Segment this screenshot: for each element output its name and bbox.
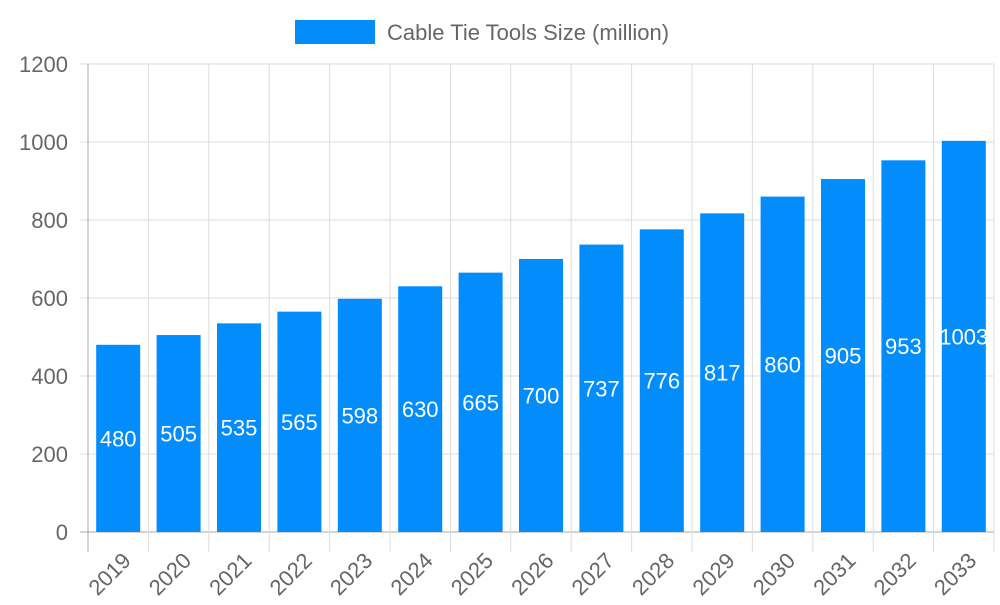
x-tick-label: 2026 [506, 548, 558, 600]
data-label-2028: 776 [643, 369, 680, 394]
bar-2031 [821, 179, 865, 533]
x-axis: 2019 2020 2021 2022 2023 2024 2025 2026 2027 2028… [83, 548, 981, 600]
x-tick-label: 2025 [446, 548, 498, 600]
y-tick-label: 0 [56, 520, 68, 545]
bar-2025 [458, 272, 503, 532]
x-tick-label: 2020 [144, 548, 196, 600]
x-tick-label: 2022 [265, 548, 317, 600]
data-label-2019: 480 [100, 426, 137, 451]
bar-2033 [941, 140, 986, 532]
bar-2032 [881, 160, 926, 532]
x-tick-label: 2028 [627, 548, 679, 600]
y-axis: 0 200 400 600 800 1000 1200 [19, 52, 68, 545]
data-label-2027: 737 [583, 376, 620, 401]
bar-2020 [156, 335, 201, 532]
y-tick-label: 600 [31, 286, 68, 311]
data-labels: 480 505 535 565 598 630 665 700 737 776 817 860 905 9… [100, 324, 988, 451]
data-label-2031: 905 [825, 344, 862, 369]
x-tick-label: 2027 [567, 548, 619, 600]
gridlines [80, 63, 995, 552]
bar-2028 [639, 229, 684, 533]
data-label-2025: 665 [462, 390, 499, 415]
data-label-2032: 953 [885, 334, 922, 359]
x-tick-label: 2021 [204, 548, 256, 600]
x-tick-label: 2033 [929, 548, 981, 600]
x-tick-label: 2031 [808, 548, 860, 600]
bar-2021 [217, 323, 261, 532]
bar-2019 [96, 344, 141, 532]
data-label-2023: 598 [341, 403, 378, 428]
legend-swatch [295, 20, 375, 44]
data-label-2021: 535 [221, 416, 258, 441]
x-tick-label: 2032 [869, 548, 921, 600]
bar-2022 [277, 311, 322, 532]
data-label-2029: 817 [704, 361, 741, 386]
y-tick-label: 1200 [19, 52, 68, 77]
data-label-2024: 630 [402, 397, 439, 422]
bars [96, 140, 986, 533]
bar-2024 [398, 286, 443, 532]
data-label-2026: 700 [523, 384, 560, 409]
x-tick-label: 2024 [385, 548, 437, 600]
y-tick-label: 1000 [19, 130, 68, 155]
bar-2030 [760, 196, 805, 532]
x-tick-label: 2019 [83, 548, 135, 600]
bar-2026 [519, 259, 563, 532]
bar-2023 [337, 298, 382, 532]
y-tick-label: 400 [31, 364, 68, 389]
legend-label: Cable Tie Tools Size (million) [387, 20, 669, 45]
data-label-2020: 505 [160, 422, 197, 447]
x-tick-label: 2029 [687, 548, 739, 600]
data-label-2033: 1003 [939, 324, 988, 349]
x-tick-label: 2023 [325, 548, 377, 600]
bar-2027 [579, 244, 624, 532]
x-tick-label: 2030 [748, 548, 800, 600]
data-label-2030: 860 [764, 352, 801, 377]
y-tick-label: 800 [31, 208, 68, 233]
bar-2029 [700, 213, 745, 532]
legend[interactable]: Cable Tie Tools Size (million) [295, 20, 669, 45]
data-label-2022: 565 [281, 410, 318, 435]
y-tick-label: 200 [31, 442, 68, 467]
